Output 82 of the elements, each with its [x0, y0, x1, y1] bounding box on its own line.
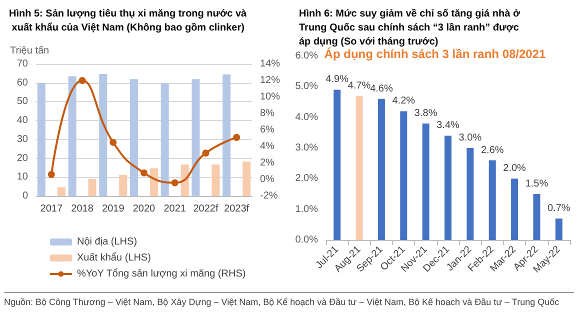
data-label: 2.6% — [480, 144, 504, 156]
point — [140, 169, 148, 176]
y-tick-label: 2.0% — [295, 173, 318, 184]
bar — [57, 187, 66, 196]
y2-tick-label: 12% — [260, 75, 280, 86]
x-tick-label: 2020 — [132, 204, 156, 214]
bar — [511, 178, 518, 240]
y-tick-label: 0.0% — [295, 234, 318, 246]
bar — [88, 179, 96, 196]
x-tick-label: 2018 — [71, 204, 94, 214]
bar — [99, 74, 108, 196]
data-label: 4.7% — [348, 80, 371, 92]
bar — [119, 174, 128, 196]
y2-tick-label: 10% — [260, 92, 280, 102]
x-tick-label: 2022f — [193, 204, 218, 214]
legend-label: Xuất khẩu (LHS) — [77, 252, 151, 264]
bar — [356, 96, 363, 240]
bar — [212, 164, 220, 196]
bar — [488, 160, 496, 240]
chart-title: Hình 5: Sản lượng tiêu thụ xi măng trong nước và xuất khẩu của Việt Nam (Không bao gồm clinker) — [9, 8, 248, 34]
bar — [466, 148, 474, 240]
y2-tick-label: 4% — [260, 141, 275, 152]
y2-tick-label: 2% — [260, 158, 275, 168]
bar — [130, 79, 138, 196]
bar — [533, 194, 540, 240]
bar — [242, 161, 251, 196]
point — [233, 134, 240, 141]
data-label: 1.5% — [525, 178, 548, 190]
bar — [160, 83, 169, 196]
x-tick-label: 2019 — [102, 204, 125, 214]
bar — [444, 136, 452, 240]
y-axis-title: Triệu tấn — [10, 46, 50, 56]
x-tick-label: 2021 — [164, 204, 186, 214]
y-tick-label: 70 — [16, 58, 28, 70]
y-tick-label: 5.0% — [295, 81, 318, 92]
bar — [68, 76, 76, 196]
bar — [555, 218, 562, 240]
y-tick-label: 20 — [16, 152, 28, 164]
bar — [422, 123, 430, 240]
bar — [334, 90, 341, 240]
x-tick-label: 2017 — [40, 204, 63, 214]
data-label: 3.0% — [458, 132, 482, 144]
bar — [192, 79, 200, 196]
point — [78, 77, 86, 84]
data-label: 3.8% — [414, 108, 438, 119]
data-label: 4.6% — [370, 83, 393, 94]
y-tick-label: 3.0% — [295, 142, 318, 154]
legend-label: Nội địa (LHS) — [77, 236, 138, 248]
y2-tick-label: 6% — [260, 124, 275, 136]
y-tick-label: 6.0% — [295, 50, 318, 62]
y-tick-label: 50 — [16, 96, 28, 108]
y-tick-label: 10 — [16, 172, 28, 183]
data-label: 4.9% — [326, 74, 349, 86]
point — [110, 138, 117, 146]
bar — [37, 82, 46, 196]
y2-tick-label: -2% — [260, 190, 278, 202]
bar — [150, 168, 158, 196]
y2-tick-label: 14% — [260, 58, 280, 70]
y-tick-label: 60 — [16, 77, 28, 88]
annotation: Áp dụng chính sách 3 lần ranh 08/2021 — [324, 47, 546, 61]
point — [202, 150, 210, 157]
data-label: 3.4% — [436, 120, 460, 132]
x-tick-label: 2023f — [224, 204, 250, 214]
y2-tick-label: 0% — [260, 174, 275, 185]
y2-tick-label: 8% — [260, 108, 275, 119]
y-tick-label: 40 — [16, 115, 28, 126]
y-tick-label: 0 — [22, 190, 28, 202]
chart-title: Hình 6: Mức suy giảm về chỉ số tăng giá nhà ở Trung Quốc sau chính sách “3 lần ranh” được áp dụng (So với tháng trước) — [299, 8, 523, 48]
text: Nguồn: Bộ Công Thương – Việt Nam, Bộ Xây Dựng – Việt Nam, Bộ Kế hoạch và Đầu tư – Việt Nam, Bộ Kế hoạch và Đầu tư – Trung Quốc — [4, 296, 560, 308]
bar — [180, 164, 189, 196]
data-label: 2.0% — [503, 163, 526, 174]
data-label: 4.2% — [392, 96, 416, 107]
bar — [400, 111, 408, 240]
bar — [222, 74, 231, 196]
legend-label: %YoY Tổng sản lượng xi măng (RHS) — [77, 268, 246, 280]
point — [48, 171, 55, 178]
y-tick-label: 4.0% — [295, 112, 318, 123]
bar — [378, 98, 385, 240]
y-tick-label: 30 — [16, 134, 28, 145]
data-label: 0.7% — [548, 203, 570, 214]
point — [171, 179, 178, 186]
y-tick-label: 1.0% — [295, 204, 318, 215]
